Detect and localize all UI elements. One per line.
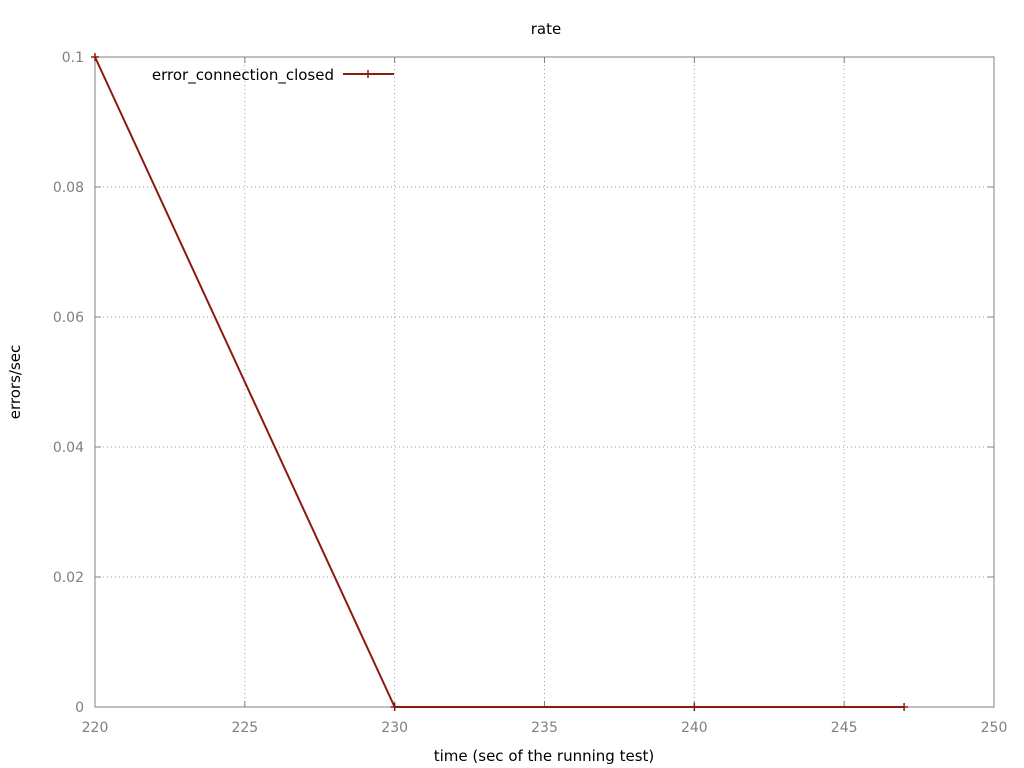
y-tick-label: 0.04 — [53, 440, 84, 456]
legend: error_connection_closed — [152, 66, 394, 85]
x-tick-label: 230 — [381, 720, 408, 736]
x-tick-label: 225 — [231, 720, 258, 736]
series-layer — [91, 53, 909, 711]
x-axis-label: time (sec of the running test) — [434, 747, 655, 765]
x-tick-label: 240 — [681, 720, 708, 736]
data-point — [390, 703, 399, 711]
x-tick-label: 250 — [981, 720, 1008, 736]
x-tick-label: 220 — [82, 720, 109, 736]
x-tick-label: 235 — [531, 720, 558, 736]
y-tick-label: 0 — [75, 700, 84, 716]
series-line — [94, 56, 905, 708]
y-axis-label: errors/sec — [6, 345, 24, 419]
legend-label: error_connection_closed — [152, 66, 334, 85]
data-point — [91, 53, 99, 61]
y-tick-label: 0.1 — [62, 50, 84, 66]
legend-marker — [364, 70, 372, 78]
data-point — [900, 703, 909, 711]
data-point — [690, 703, 699, 711]
x-axis: 220 225 230 235 240 245 250 — [82, 57, 1008, 736]
y-axis: 0 0.02 0.04 0.06 0.08 0.1 — [53, 50, 994, 716]
chart-title: rate — [531, 20, 561, 38]
y-tick-label: 0.08 — [53, 180, 84, 196]
y-tick-label: 0.02 — [53, 570, 84, 586]
x-tick-label: 245 — [831, 720, 858, 736]
grid — [94, 56, 995, 708]
y-tick-label: 0.06 — [53, 310, 84, 326]
